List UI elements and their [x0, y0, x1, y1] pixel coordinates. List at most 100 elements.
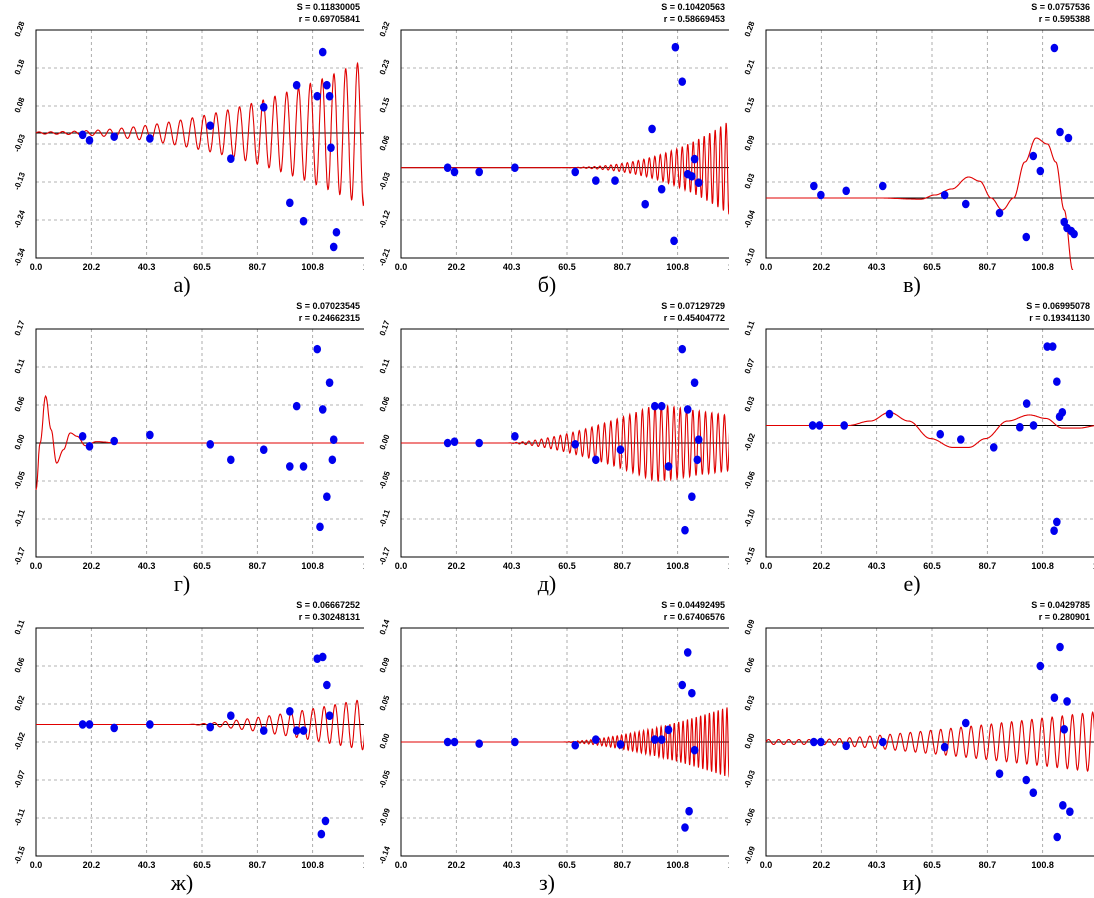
data-point [1060, 725, 1069, 734]
data-point [681, 525, 689, 535]
data-point [683, 405, 692, 414]
y-tick-label: -0.12 [377, 209, 392, 230]
x-tick-label: 80.7 [979, 860, 997, 868]
x-tick-label: 0.0 [395, 561, 408, 569]
y-tick-label: 0.08 [13, 96, 27, 114]
chart-svg: S = 0.10420563 r = 0.58669453 0.0 20.2 40.3 6… [377, 2, 729, 270]
chart-svg: S = 0.06667252 r = 0.30248131 0.0 20.2 40.3 6… [12, 600, 364, 868]
data-point [1059, 801, 1067, 810]
y-tick-label: -0.17 [377, 546, 392, 567]
data-point [648, 124, 656, 134]
x-tick-label: 100.8 [1031, 860, 1054, 868]
y-tick-label: 0.09 [743, 618, 757, 636]
data-point [1063, 697, 1071, 706]
panel-caption: г) [173, 571, 191, 596]
y-tick-label: 0.15 [378, 96, 392, 114]
y-tick-label: 0.02 [13, 694, 27, 712]
data-point [511, 163, 519, 172]
y-tick-label: -0.02 [12, 731, 27, 752]
model-curve [35, 61, 364, 207]
data-point [450, 737, 459, 747]
data-point [313, 91, 322, 101]
data-point [443, 163, 452, 172]
data-point [1029, 151, 1038, 161]
y-tick-label: -0.07 [12, 769, 27, 790]
chart-panel: S = 0.06995078 r = 0.19341130 0.0 20.2 40.3 6… [730, 299, 1094, 598]
y-tick-label: -0.05 [377, 470, 392, 491]
panel-caption: ж) [170, 870, 194, 895]
data-point [688, 492, 696, 501]
y-tick-label: 0.14 [378, 618, 392, 636]
x-tick-label: 80.7 [979, 262, 997, 270]
data-point [688, 688, 696, 698]
data-point [1050, 693, 1059, 702]
plot-frame [765, 29, 1094, 259]
x-tick-label: 12 [363, 860, 364, 868]
data-point [693, 455, 702, 465]
y-tick-label: 0.09 [378, 656, 392, 674]
x-tick-label: 60.5 [923, 262, 941, 270]
data-point [85, 136, 94, 145]
data-point [259, 726, 268, 735]
data-point [940, 190, 949, 200]
data-point [995, 208, 1004, 218]
chart-panel: S = 0.11830005 r = 0.69705841 0.0 20.2 40.3 6… [0, 0, 364, 299]
data-point [292, 726, 301, 735]
x-tick-label: 12 [363, 561, 364, 569]
x-tick-label: 20.2 [448, 262, 466, 270]
data-point [664, 462, 673, 471]
data-point [227, 455, 235, 465]
x-tick-label: 12 [363, 262, 364, 270]
model-curve [766, 411, 1094, 448]
data-point [1029, 788, 1038, 797]
stat-s: S = 0.07129729 [661, 301, 725, 311]
x-tick-label: 12 [728, 860, 729, 868]
x-tick-label: 60.5 [558, 262, 576, 270]
stat-s: S = 0.07023545 [296, 301, 360, 311]
x-tick-label: 20.2 [813, 262, 831, 270]
x-tick-label: 100.8 [301, 860, 324, 868]
stat-s: S = 0.06667252 [296, 600, 360, 610]
data-point [318, 47, 327, 57]
data-point [329, 242, 338, 252]
y-tick-label: 0.23 [378, 58, 392, 76]
data-point [299, 216, 308, 226]
x-tick-label: 60.5 [193, 561, 211, 569]
panel-caption: в) [903, 272, 921, 297]
data-point [511, 431, 519, 441]
data-point [323, 492, 331, 501]
stat-s: S = 0.06995078 [1026, 301, 1090, 311]
data-point [323, 680, 331, 690]
data-point [1043, 342, 1052, 351]
stat-r: r = 0.58669453 [664, 14, 725, 24]
x-tick-label: 40.3 [138, 262, 156, 270]
y-tick-label: -0.03 [742, 769, 757, 790]
x-tick-label: 100.8 [1031, 561, 1054, 569]
data-point [670, 236, 678, 246]
data-point [78, 720, 87, 729]
data-point [989, 443, 998, 452]
chart-svg: S = 0.04492495 r = 0.67406576 0.0 20.2 40.3 6… [377, 600, 729, 868]
chart-panel: S = 0.04492495 r = 0.67406576 0.0 20.2 40.3 6… [365, 598, 729, 897]
data-point [961, 718, 970, 728]
data-point [327, 143, 335, 152]
data-point [1016, 422, 1024, 432]
y-tick-label: 0.07 [743, 357, 757, 375]
x-tick-label: 20.2 [83, 860, 101, 868]
data-point [592, 455, 600, 465]
stat-s: S = 0.11830005 [297, 2, 360, 12]
x-tick-label: 60.5 [193, 262, 211, 270]
y-tick-label: -0.24 [12, 209, 27, 230]
y-tick-label: -0.11 [12, 508, 27, 528]
data-point [259, 445, 268, 455]
data-point [840, 421, 848, 430]
y-tick-label: -0.06 [742, 470, 757, 491]
data-point [1036, 661, 1045, 671]
x-tick-label: 40.3 [868, 860, 886, 868]
x-tick-label: 20.2 [448, 860, 466, 868]
y-tick-label: -0.34 [12, 247, 27, 268]
y-tick-label: 0.00 [743, 732, 757, 750]
y-tick-label: 0.18 [13, 58, 27, 76]
data-point [1053, 517, 1061, 527]
y-tick-label: -0.11 [12, 807, 27, 827]
